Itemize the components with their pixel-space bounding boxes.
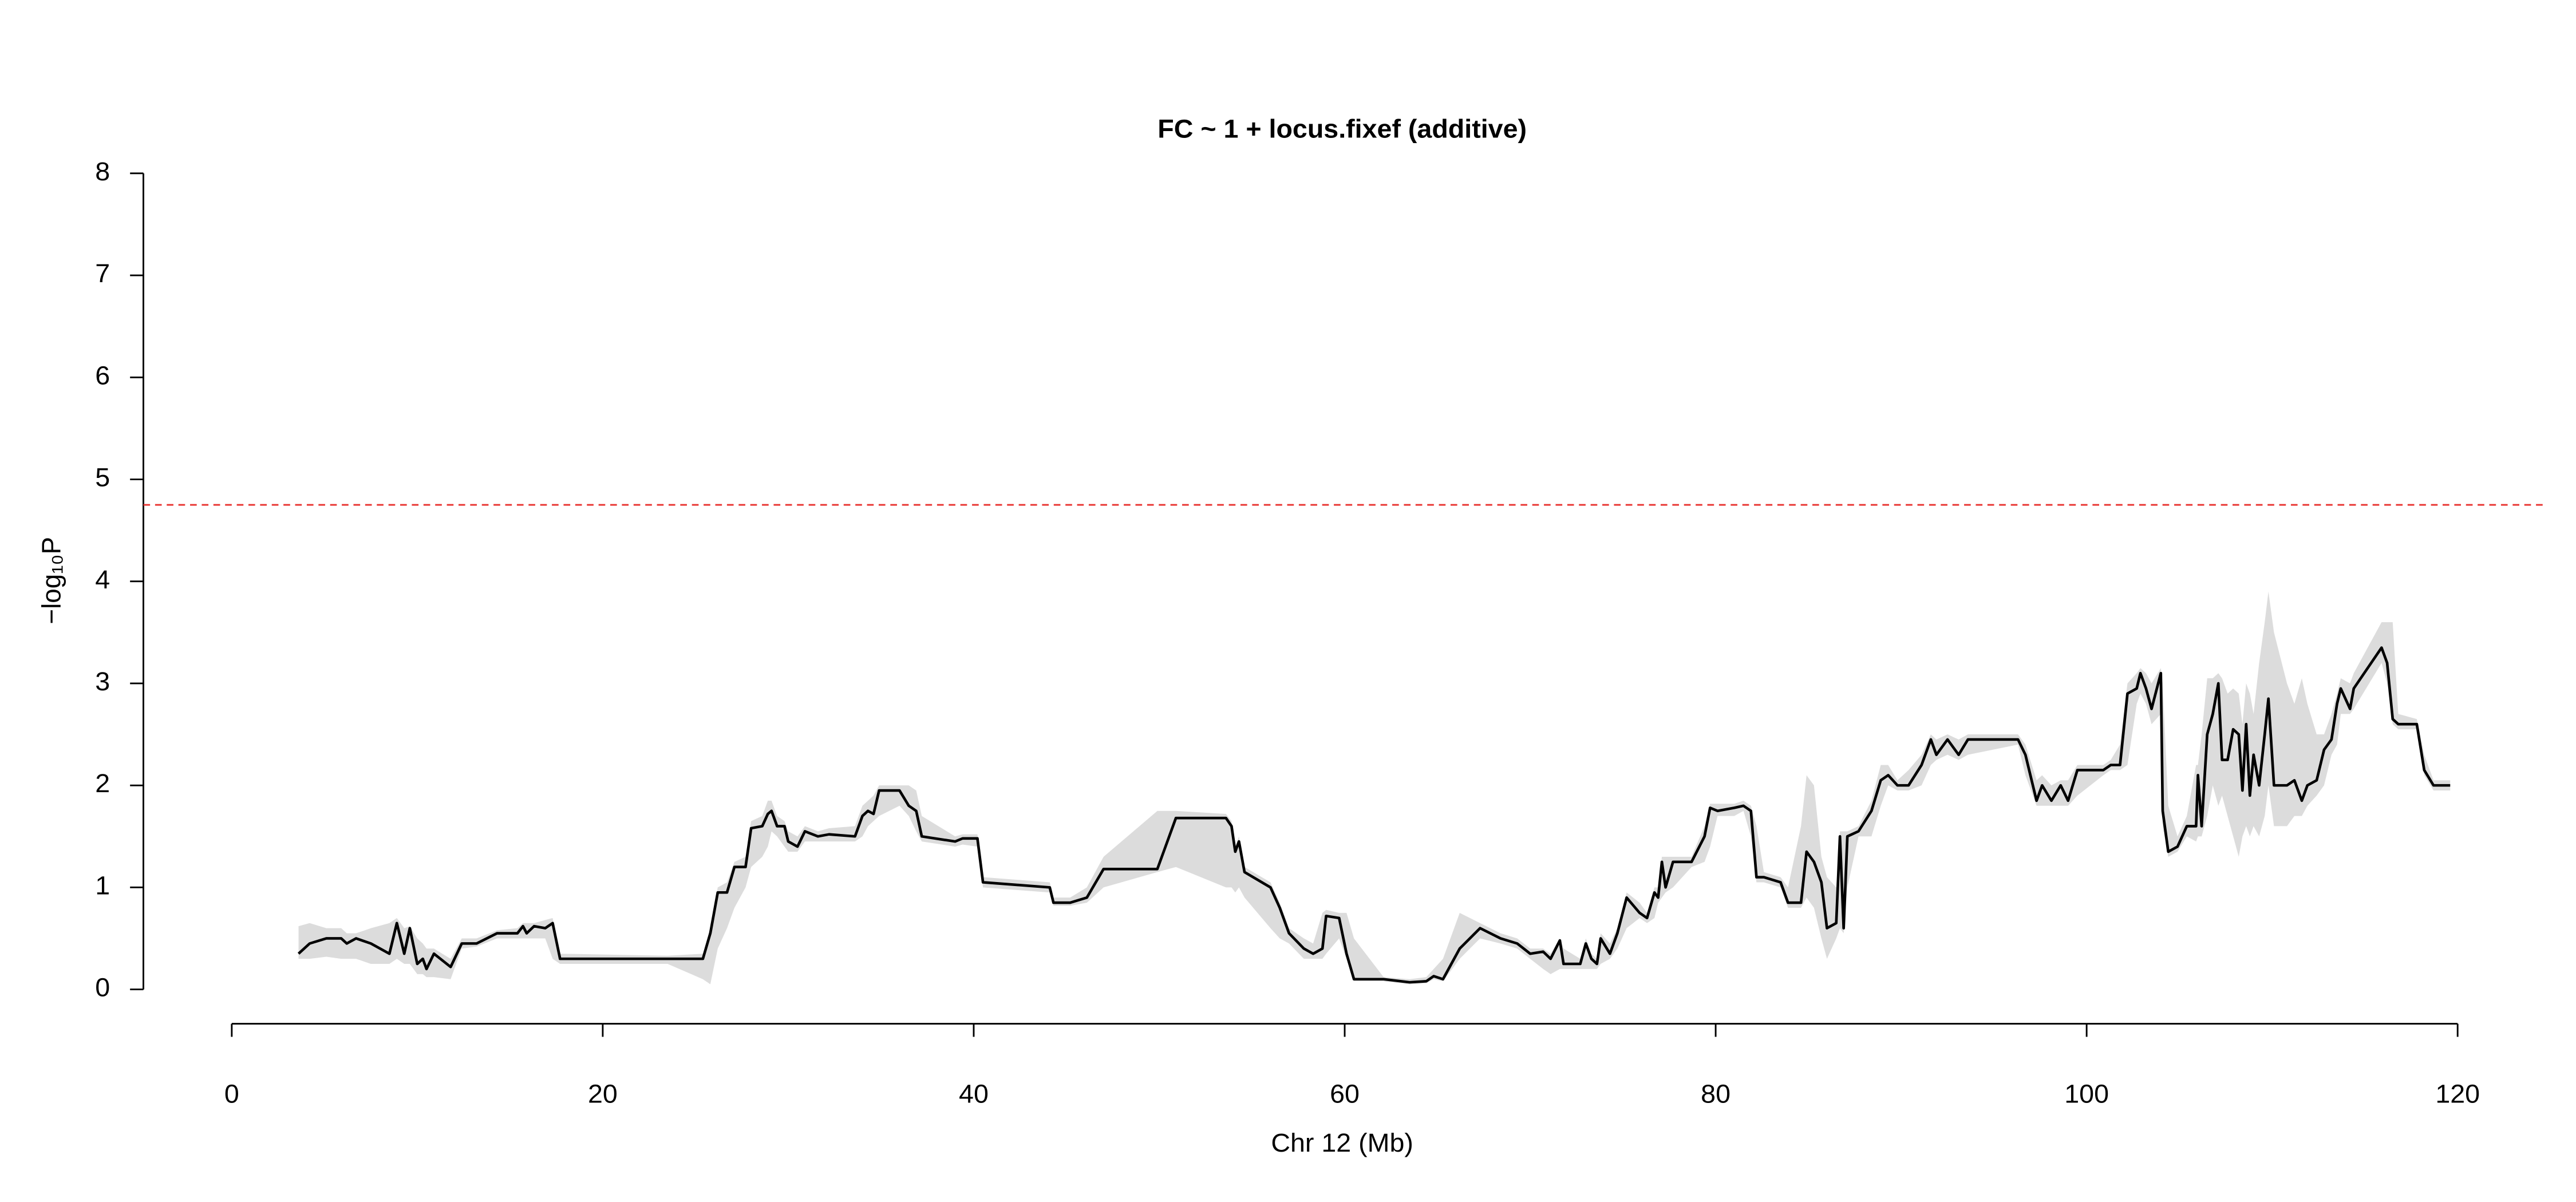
y-tick-label: 5 bbox=[95, 462, 110, 492]
x-tick-label: 40 bbox=[959, 1079, 989, 1108]
y-tick-label: 0 bbox=[95, 972, 110, 1002]
data-line bbox=[297, 646, 2451, 984]
y-tick-label: 3 bbox=[95, 666, 110, 695]
x-tick-label: 0 bbox=[224, 1079, 239, 1108]
y-axis-label: −log₁₀P bbox=[36, 537, 66, 624]
x-tick-label: 60 bbox=[1330, 1079, 1360, 1108]
y-tick-label: 4 bbox=[95, 564, 110, 594]
x-tick-label: 120 bbox=[2435, 1079, 2480, 1108]
y-tick-label: 1 bbox=[95, 871, 110, 900]
chart-title: FC ~ 1 + locus.fixef (additive) bbox=[1157, 114, 1527, 143]
y-tick-label: 2 bbox=[95, 769, 110, 798]
y-tick-label: 8 bbox=[95, 156, 110, 185]
confidence-band bbox=[298, 591, 2451, 984]
x-tick-label: 80 bbox=[1701, 1079, 1730, 1108]
x-axis-label: Chr 12 (Mb) bbox=[1271, 1128, 1413, 1157]
y-tick-label: 7 bbox=[95, 259, 110, 288]
x-tick-label: 20 bbox=[588, 1079, 618, 1108]
x-tick-label: 100 bbox=[2064, 1079, 2109, 1108]
y-tick-label: 6 bbox=[95, 361, 110, 390]
